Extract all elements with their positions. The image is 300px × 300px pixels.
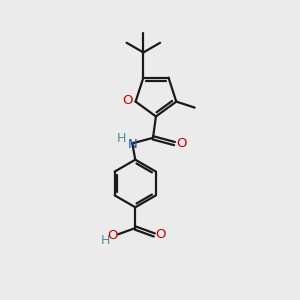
Text: O: O <box>122 94 133 106</box>
Text: O: O <box>107 229 118 242</box>
Text: H: H <box>101 234 110 248</box>
Text: O: O <box>176 137 186 150</box>
Text: H: H <box>117 132 127 146</box>
Text: O: O <box>156 229 166 242</box>
Text: N: N <box>128 138 137 151</box>
